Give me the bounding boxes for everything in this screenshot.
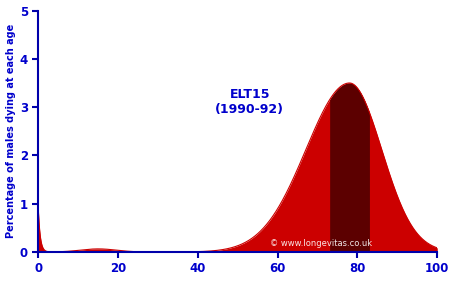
Text: © www.longevitas.co.uk: © www.longevitas.co.uk <box>270 239 372 248</box>
Y-axis label: Percentage of males dying at each age: Percentage of males dying at each age <box>5 24 15 238</box>
Text: ELT15
(1990-92): ELT15 (1990-92) <box>215 88 284 116</box>
